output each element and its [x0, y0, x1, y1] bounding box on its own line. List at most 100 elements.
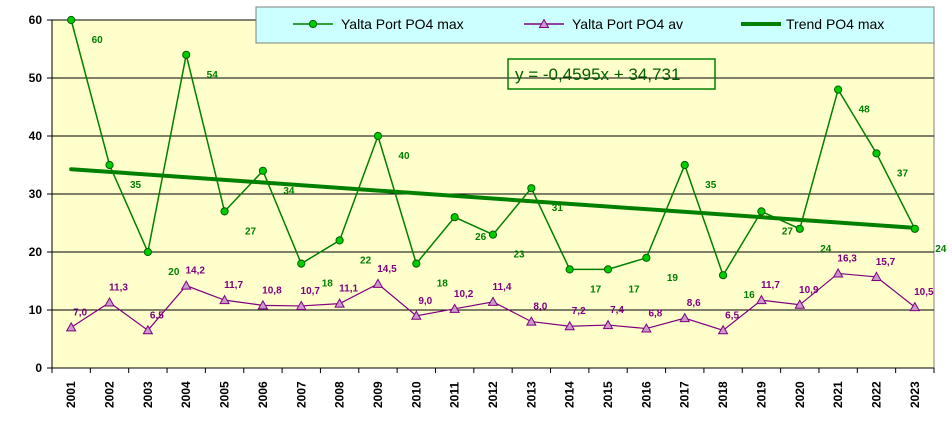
point-max — [488, 230, 498, 239]
x-tick-label: 2007 — [294, 381, 308, 408]
data-label-av: 10,9 — [799, 285, 819, 296]
point-av — [295, 300, 307, 310]
data-label-max: 16 — [744, 290, 756, 301]
point-av — [525, 316, 537, 326]
data-labels: 60 35 20 54 27 34 18 22 40 18 26 23 31 17 17 19 35 16 27 24… — [73, 35, 947, 321]
data-label-max: 54 — [207, 70, 219, 81]
point-av — [142, 324, 154, 335]
x-tick-label: 2012 — [486, 381, 500, 408]
data-label-av: 10,2 — [454, 289, 474, 300]
y-tick-label: 60 — [29, 13, 43, 27]
x-axis: 2001 2002 2003 2004 2005 2006 2007 2008 2009 2010… — [51, 367, 935, 408]
legend-label-trend: Trend PO4 max — [786, 16, 884, 32]
data-label-max: 24 — [935, 244, 947, 255]
data-label-max: 37 — [897, 168, 909, 179]
x-tick-label: 2023 — [908, 381, 922, 408]
point-max — [373, 131, 383, 141]
data-label-max: 26 — [475, 232, 487, 243]
data-label-av: 10,8 — [262, 285, 282, 296]
data-label-max: 22 — [360, 255, 372, 266]
x-tick-label: 2001 — [64, 381, 78, 408]
data-label-max: 27 — [245, 226, 257, 237]
data-label-max: 34 — [283, 186, 295, 197]
x-tick-label: 2017 — [678, 381, 692, 408]
point-max — [795, 224, 804, 233]
data-label-max: 31 — [552, 203, 564, 214]
data-label-max: 35 — [705, 180, 717, 191]
point-av — [487, 296, 499, 306]
data-label-av: 11,3 — [109, 282, 128, 293]
x-tick-label: 2010 — [409, 381, 423, 408]
y-axis: 0 10 20 30 40 50 60 — [29, 13, 53, 375]
x-tick-label: 2021 — [831, 381, 845, 408]
x-tick-label: 2011 — [448, 382, 462, 408]
legend-item-max: Yalta Port PO4 max — [293, 16, 464, 32]
point-av — [717, 324, 729, 335]
data-label-av: 8,6 — [687, 298, 701, 309]
point-max — [527, 184, 536, 193]
point-max — [335, 236, 344, 245]
x-tick-label: 2013 — [524, 381, 538, 408]
point-av — [756, 294, 767, 305]
point-av — [104, 296, 115, 307]
y-tick-label: 40 — [29, 129, 43, 143]
point-max — [143, 247, 152, 257]
point-av — [334, 298, 345, 308]
data-label-av: 8,0 — [533, 302, 547, 313]
x-tick-label: 2019 — [754, 381, 768, 408]
point-av — [449, 303, 461, 313]
data-label-max: 35 — [130, 180, 142, 191]
data-label-max: 17 — [590, 284, 602, 295]
x-tick-label: 2009 — [371, 381, 385, 408]
data-label-max: 18 — [322, 279, 334, 290]
point-max — [67, 15, 76, 25]
y-tick-label: 20 — [29, 245, 43, 259]
trend-equation-box: y = -0,4595x + 34,731 — [507, 58, 716, 90]
point-av — [564, 320, 576, 331]
data-label-av: 11,1 — [339, 284, 358, 295]
legend-item-trend: Trend PO4 max — [741, 16, 884, 32]
point-max — [182, 50, 191, 59]
x-tick-label: 2018 — [716, 381, 730, 408]
data-label-max: 27 — [782, 226, 794, 237]
x-tick-label: 2002 — [103, 381, 117, 408]
data-label-av: 14,2 — [185, 266, 205, 277]
point-av — [410, 310, 422, 320]
data-label-max: 60 — [92, 35, 104, 46]
series-group — [65, 15, 921, 335]
trendline — [69, 167, 917, 230]
data-label-av: 10,5 — [914, 287, 934, 298]
x-tick-label: 2003 — [141, 381, 155, 408]
data-label-max: 23 — [513, 250, 525, 261]
point-av — [909, 301, 921, 312]
point-max — [450, 213, 459, 222]
point-max — [412, 259, 421, 268]
legend-box — [255, 6, 935, 44]
point-max — [603, 265, 613, 274]
data-label-av: 6,5 — [725, 310, 739, 321]
data-label-av: 15,7 — [876, 257, 896, 268]
point-av — [180, 280, 192, 290]
data-label-av: 7,2 — [572, 306, 586, 317]
point-max — [718, 271, 728, 280]
point-av — [871, 271, 882, 281]
data-label-av: 14,5 — [377, 264, 397, 275]
data-label-max: 18 — [437, 279, 449, 290]
x-tick-label: 2016 — [639, 381, 653, 408]
x-tick-label: 2020 — [793, 381, 807, 408]
legend: Yalta Port PO4 max Yalta Port PO4 av Tre… — [255, 6, 935, 44]
legend-label-max: Yalta Port PO4 max — [341, 16, 464, 32]
point-max — [565, 265, 574, 274]
point-av — [372, 278, 384, 288]
data-label-av: 6,8 — [648, 309, 662, 320]
point-max — [105, 160, 114, 170]
point-max — [680, 160, 689, 170]
y-tick-label: 0 — [35, 361, 42, 375]
data-label-av: 11,7 — [761, 280, 780, 291]
data-label-av: 6,5 — [150, 310, 164, 321]
x-tick-label: 2022 — [869, 381, 883, 408]
data-label-max: 48 — [859, 105, 871, 116]
x-tick-label: 2004 — [179, 381, 193, 408]
